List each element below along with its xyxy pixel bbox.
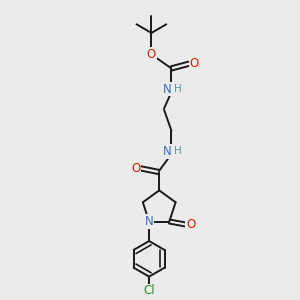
Text: O: O: [186, 218, 196, 231]
Text: O: O: [190, 57, 199, 70]
Text: O: O: [147, 48, 156, 61]
Text: O: O: [131, 162, 140, 175]
Text: N: N: [163, 83, 172, 96]
Text: H: H: [174, 84, 182, 94]
Text: H: H: [174, 146, 182, 156]
Text: N: N: [145, 215, 154, 228]
Text: N: N: [163, 145, 172, 158]
Text: Cl: Cl: [143, 284, 155, 298]
